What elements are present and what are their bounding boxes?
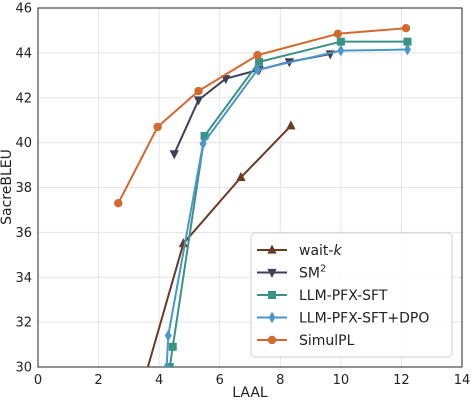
- series-group: [114, 23, 412, 384]
- data-point: [336, 37, 345, 46]
- legend-label: LLM-PFX-SFT+DPO: [299, 311, 429, 327]
- y-tick-label: 30: [15, 361, 32, 376]
- x-tick-label: 0: [34, 373, 42, 388]
- data-point: [337, 44, 345, 57]
- y-tick-label: 34: [15, 271, 32, 286]
- y-tick-label: 44: [15, 46, 32, 61]
- data-point: [163, 361, 171, 367]
- legend-box: [250, 232, 453, 358]
- data-point: [333, 29, 343, 39]
- series-line: [173, 53, 331, 155]
- data-point: [193, 96, 204, 106]
- y-axis-label: SacreBLEU: [0, 149, 15, 225]
- legend-item: LLM-PFX-SFT+DPO: [257, 311, 429, 327]
- data-point: [114, 199, 123, 208]
- y-tick-label: 36: [15, 226, 32, 241]
- x-tick-label: 12: [393, 373, 410, 388]
- data-point: [153, 122, 162, 132]
- legend-label: SM2: [299, 264, 326, 282]
- y-tick-label: 46: [15, 2, 32, 17]
- legend-item: SimulPL: [257, 333, 355, 349]
- legend-marker: [267, 244, 277, 254]
- legend-marker: [268, 311, 276, 324]
- data-point: [401, 23, 411, 33]
- y-tick-label: 32: [15, 316, 32, 331]
- data-point: [164, 329, 172, 342]
- series-line: [146, 125, 292, 367]
- data-point: [199, 137, 207, 150]
- y-tick-label: 40: [15, 136, 32, 151]
- x-tick-label: 4: [155, 373, 163, 388]
- x-tick-label: 10: [333, 373, 350, 388]
- data-point: [140, 376, 148, 384]
- series-clip-group: [114, 23, 412, 384]
- series-llm-pfx-sft-dpo: [163, 43, 411, 367]
- data-point: [404, 43, 411, 56]
- x-tick-label: 14: [454, 373, 471, 388]
- data-point: [253, 50, 262, 60]
- legend: wait-k SM2 LLM-PFX-SFT LLM-PFX-SFT+DPO Simul…: [250, 232, 453, 358]
- legend-label: SimulPL: [299, 333, 355, 349]
- x-tick-label: 6: [216, 373, 224, 388]
- grid-lines: [38, 8, 462, 367]
- legend-marker: [267, 268, 277, 278]
- data-point: [254, 63, 262, 76]
- y-tick-label: 38: [15, 181, 32, 196]
- series-simulpl: [114, 23, 411, 208]
- x-axis-label: LAAL: [232, 385, 268, 401]
- y-tick-label: 42: [15, 91, 32, 106]
- series-line: [117, 27, 407, 204]
- data-point: [168, 342, 177, 351]
- data-point: [194, 86, 203, 96]
- plot-frame: [37, 7, 463, 368]
- data-point: [255, 57, 264, 66]
- legend-label: wait-k: [299, 243, 342, 259]
- legend-item: wait-k: [257, 243, 342, 259]
- legend-label: LLM-PFX-SFT: [299, 288, 388, 304]
- x-tick-label: 2: [94, 373, 102, 388]
- data-point: [236, 171, 246, 182]
- legend-item: SM2: [257, 264, 326, 282]
- x-tick-label: 8: [276, 373, 284, 388]
- legend-marker: [267, 290, 276, 299]
- data-point: [169, 150, 179, 160]
- series-llm-pfx-sft: [165, 37, 412, 367]
- legend-item: LLM-PFX-SFT: [257, 288, 388, 304]
- data-point: [286, 120, 296, 130]
- legend-marker: [267, 335, 277, 345]
